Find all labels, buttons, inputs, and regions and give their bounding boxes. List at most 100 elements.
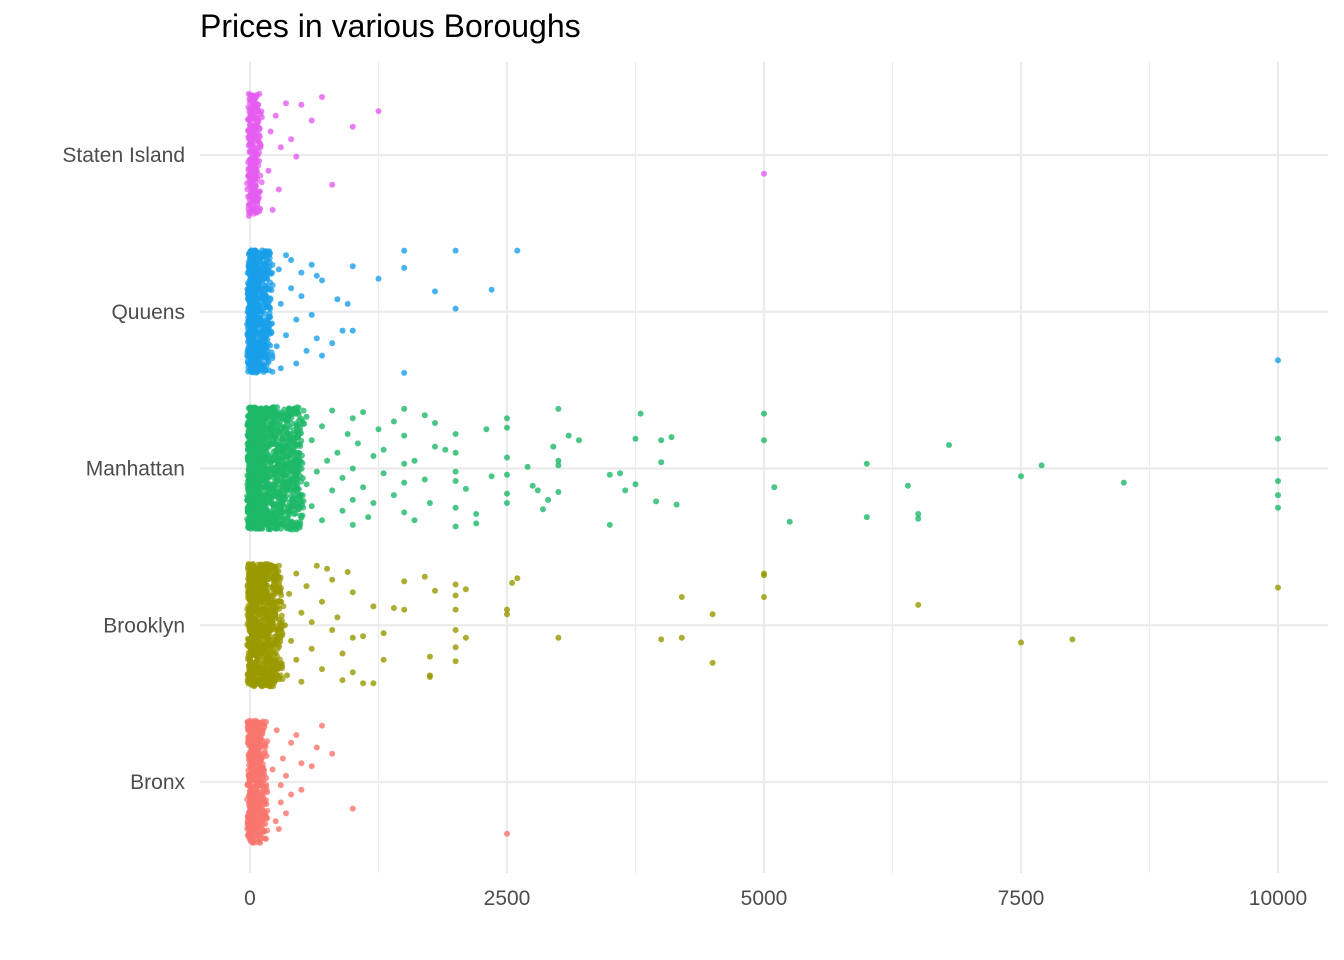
data-point: [658, 459, 665, 466]
data-point: [313, 468, 320, 475]
data-point: [452, 478, 459, 484]
data-point: [1069, 636, 1076, 643]
data-point: [349, 669, 356, 676]
data-point: [283, 772, 289, 779]
data-point: [329, 576, 336, 583]
data-point: [1275, 584, 1281, 591]
data-point: [313, 562, 320, 569]
data-point: [1018, 473, 1024, 480]
data-point: [426, 674, 433, 680]
data-point: [267, 342, 274, 349]
data-point: [426, 500, 433, 506]
data-point: [678, 634, 685, 641]
data-point: [709, 611, 716, 618]
data-point: [250, 363, 257, 370]
data-point: [401, 369, 408, 376]
data-point: [264, 807, 271, 814]
data-point: [606, 471, 613, 478]
data-point: [432, 420, 438, 426]
data-point: [262, 367, 269, 374]
data-point: [452, 449, 459, 456]
data-point: [272, 818, 279, 825]
data-point: [545, 496, 552, 503]
data-point: [432, 587, 438, 594]
data-point: [266, 286, 273, 292]
data-point: [257, 601, 264, 608]
data-point: [253, 630, 260, 637]
data-point: [452, 247, 459, 254]
data-point: [277, 782, 284, 789]
data-point: [246, 310, 253, 317]
data-point: [246, 303, 253, 310]
data-point: [271, 566, 278, 573]
data-point: [245, 524, 252, 531]
data-point: [254, 107, 260, 113]
data-point: [504, 415, 510, 422]
data-point: [1275, 357, 1281, 364]
data-point: [246, 337, 253, 344]
x-axis-labels: 0 2500 5000 7500 10000: [244, 887, 1307, 910]
data-point: [488, 286, 495, 293]
data-point: [349, 805, 356, 812]
data-point: [442, 446, 449, 453]
data-point: [904, 482, 911, 489]
data-point: [252, 768, 259, 774]
data-point: [452, 468, 459, 475]
data-point: [244, 180, 251, 187]
data-point: [297, 473, 304, 480]
data-point: [272, 470, 279, 477]
data-point: [265, 324, 272, 331]
data-point: [277, 598, 284, 605]
data-point: [473, 520, 480, 527]
data-point: [261, 639, 268, 646]
data-point: [253, 448, 260, 455]
data-point: [308, 261, 315, 268]
data-point: [249, 407, 256, 414]
data-point: [452, 431, 459, 437]
data-point: [278, 447, 285, 454]
data-point: [288, 739, 295, 746]
data-point: [565, 432, 572, 439]
data-point: [452, 658, 459, 665]
data-point: [308, 619, 315, 626]
x-tick-label: 2500: [484, 887, 531, 910]
data-point: [303, 583, 310, 590]
data-point: [329, 340, 336, 347]
data-point: [260, 828, 267, 835]
data-point: [257, 569, 264, 576]
data-point: [658, 437, 665, 444]
data-point: [295, 506, 302, 513]
data-point: [411, 517, 418, 524]
data-point: [246, 209, 253, 216]
data-point: [349, 415, 356, 422]
data-point: [252, 146, 259, 153]
data-point: [284, 514, 291, 521]
data-point: [273, 640, 280, 647]
data-point: [360, 409, 367, 416]
data-point: [514, 575, 521, 582]
data-point: [265, 167, 272, 174]
data-point: [267, 640, 274, 647]
data-point: [288, 414, 295, 421]
data-point: [286, 590, 293, 597]
data-point: [258, 179, 265, 186]
data-point: [247, 97, 254, 104]
data-point: [313, 744, 320, 751]
data-point: [245, 772, 252, 778]
data-point: [248, 627, 255, 634]
data-point: [370, 453, 377, 459]
data-point: [246, 491, 253, 498]
data-point: [915, 601, 922, 608]
data-point: [504, 606, 510, 613]
data-point: [349, 465, 356, 472]
data-point: [319, 277, 325, 284]
data-point: [247, 787, 254, 794]
data-point: [262, 504, 269, 511]
y-tick-label: Manhattan: [86, 458, 185, 481]
data-point: [260, 721, 267, 728]
data-point: [271, 673, 278, 680]
data-point: [245, 675, 252, 682]
data-point: [286, 424, 293, 430]
data-point: [339, 507, 346, 514]
